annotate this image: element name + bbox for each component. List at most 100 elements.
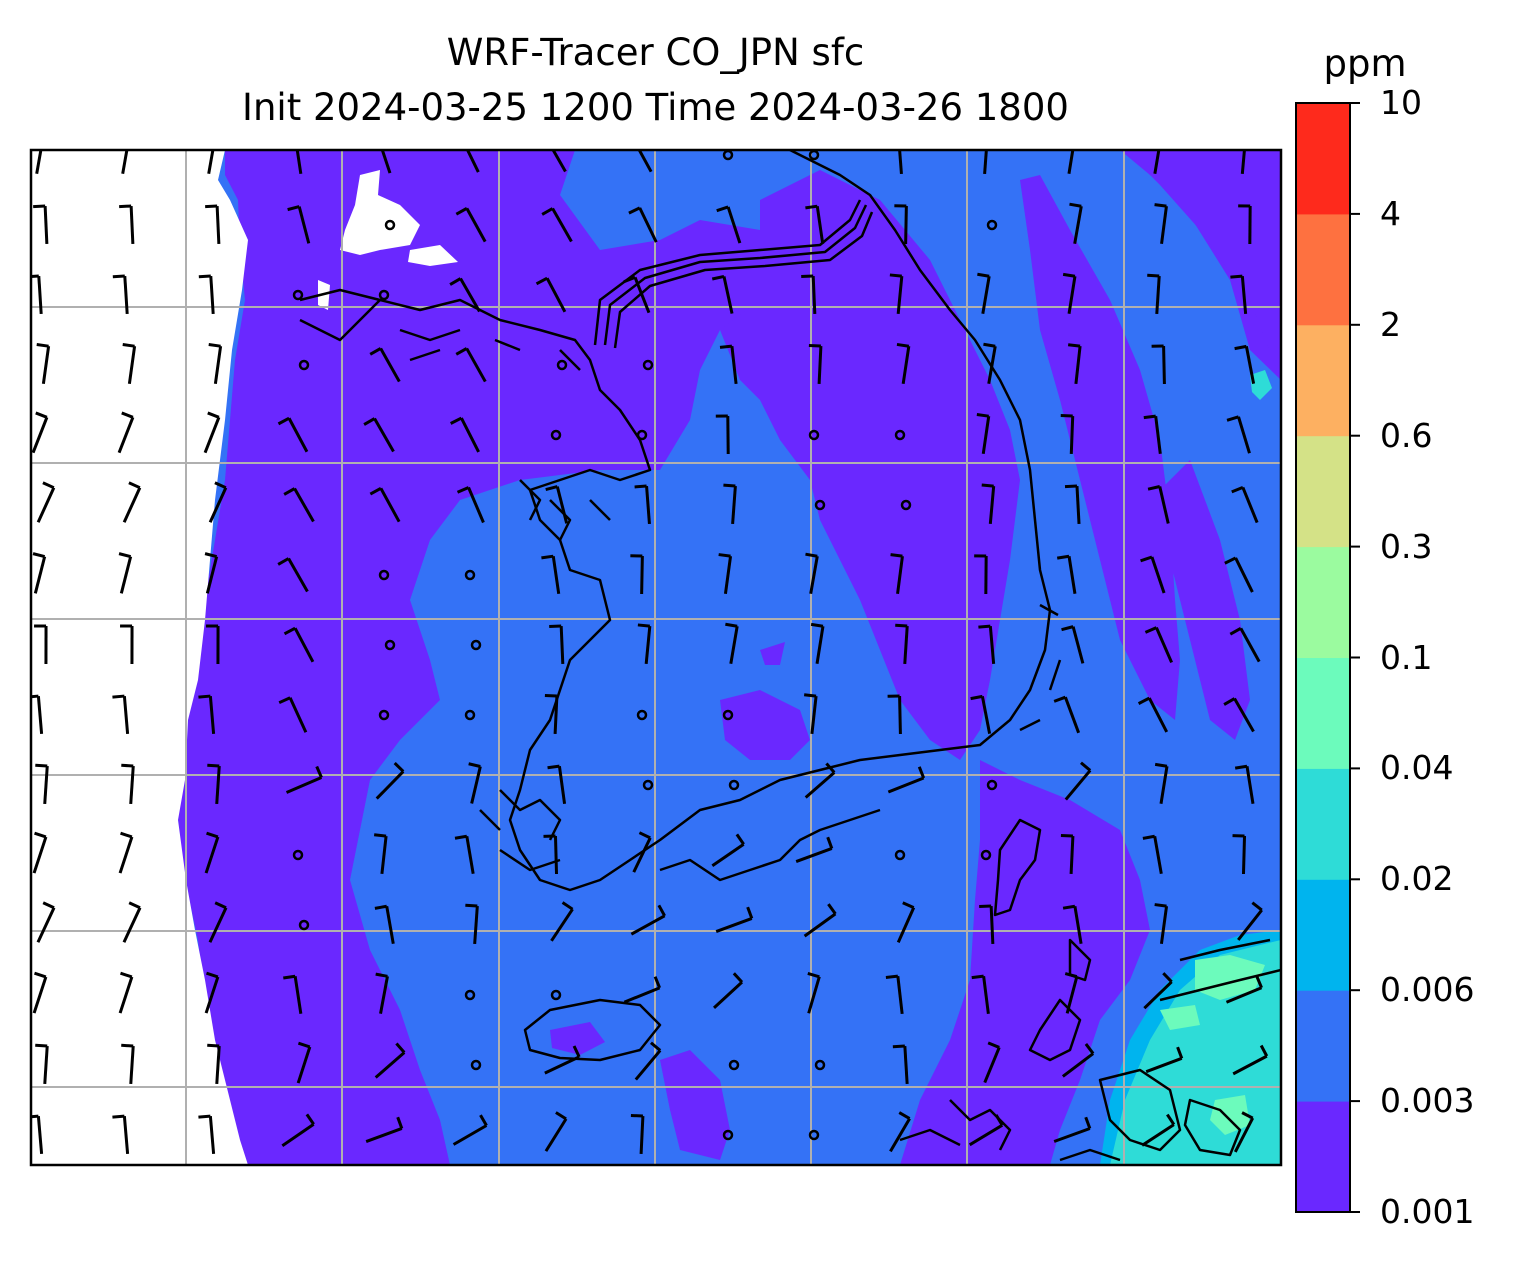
calm-wind-circle [808,1129,820,1141]
wind-barb [896,342,911,385]
wind-barb [122,481,142,523]
wind-barb [889,1111,911,1153]
wind-barb [805,552,819,594]
wind-barb [465,150,480,173]
wind-barb [541,554,561,595]
calm-wind-circle [808,429,820,441]
colorbar-tick-label: 10 [1380,83,1422,122]
wind-barb [278,696,308,733]
wind-barb [981,483,996,525]
wind-barb [117,411,135,454]
wind-barb [31,274,43,315]
wind-barb [968,1114,1004,1147]
wind-barb [1060,833,1075,875]
calm-wind-circle [378,289,390,301]
wind-barb [1231,485,1259,524]
colorbar-tick-label: 0.02 [1380,859,1454,899]
wind-barbs [31,150,1269,1155]
wind-barb [713,972,744,1009]
wind-barb [808,343,823,385]
wind-barb [1232,834,1247,875]
wind-barb [1240,150,1246,175]
calm-wind-circle [642,779,654,791]
wind-barb [365,1116,404,1143]
wind-barb [896,901,916,943]
wind-barb [369,347,401,383]
wind-barb [1053,1116,1092,1143]
wind-barb [549,624,565,665]
calm-wind-circle [636,709,648,721]
wind-barb [1147,273,1161,315]
wind-barb [1064,972,1079,1014]
contour-fill-0.003-ne-spot [1250,370,1272,400]
wind-barb [285,765,323,794]
wind-barb [296,1041,312,1084]
wind-barb [1234,764,1255,804]
wind-barb [281,1113,315,1147]
wind-barb [551,150,567,173]
colorbar-bin-7 [1296,324,1350,437]
wind-barb [35,1043,49,1085]
wind-barb [1147,485,1170,524]
wind-barb [208,343,223,385]
colorbar-unit-label: ppm [1323,42,1407,85]
wind-barb [204,971,220,1014]
wind-barb [541,207,573,243]
wind-barb [287,205,311,244]
wind-barb [118,552,133,594]
wind-barb [31,694,44,735]
wind-barb [977,272,991,314]
calm-wind-circle [292,849,304,861]
wind-barb [718,553,733,595]
wind-barb [375,972,389,1014]
wind-barb [36,481,56,523]
wind-barb [805,204,825,245]
wind-barb [121,150,129,174]
wind-barb [535,276,567,313]
colorbar-tick-label: 0.3 [1380,526,1433,566]
wind-barb [454,834,475,874]
wind-barb [544,1045,581,1075]
colorbar-tick-label: 4 [1380,193,1401,233]
wind-barb [31,411,49,454]
wind-barb [277,557,309,593]
wind-barb [1142,834,1163,874]
colorbar-tick-label: 0.001 [1380,1192,1475,1231]
wind-barb [374,904,395,944]
contour-fill-0.001-south [660,760,1150,1165]
wind-barb [465,903,479,945]
calm-wind-circle [298,359,310,371]
wind-barb [32,831,48,874]
wind-barb [544,693,559,735]
wind-barb [1062,904,1083,944]
wind-barb [544,1111,568,1152]
wind-barb [715,906,754,933]
wind-barb [33,204,49,245]
wind-barb [630,1113,645,1155]
wind-barb [1154,903,1169,945]
wind-barb [208,481,228,523]
wind-barb [634,484,651,525]
wind-barb [1060,414,1075,455]
calm-wind-circle [894,849,906,861]
wind-barb [198,274,215,315]
wind-barb [889,273,904,315]
wind-barb [121,763,135,805]
wind-barb [1064,484,1081,525]
contour-fill-0.001-north [720,150,1281,760]
wind-barb [801,274,817,315]
wind-barb [983,342,997,384]
wind-barb [1061,1043,1095,1078]
wind-barb [1233,1111,1255,1153]
wind-barb [36,901,56,943]
contour-fill-0.001-central [550,642,810,1055]
wind-barb [1153,150,1161,174]
wind-barb [207,763,221,805]
wind-barb [1067,343,1082,385]
colorbar-tick-label: 0.003 [1380,1081,1475,1121]
calm-wind-circle [722,709,734,721]
wind-barb [277,416,309,453]
calm-wind-circle [636,429,648,441]
calm-wind-circle [642,359,654,371]
